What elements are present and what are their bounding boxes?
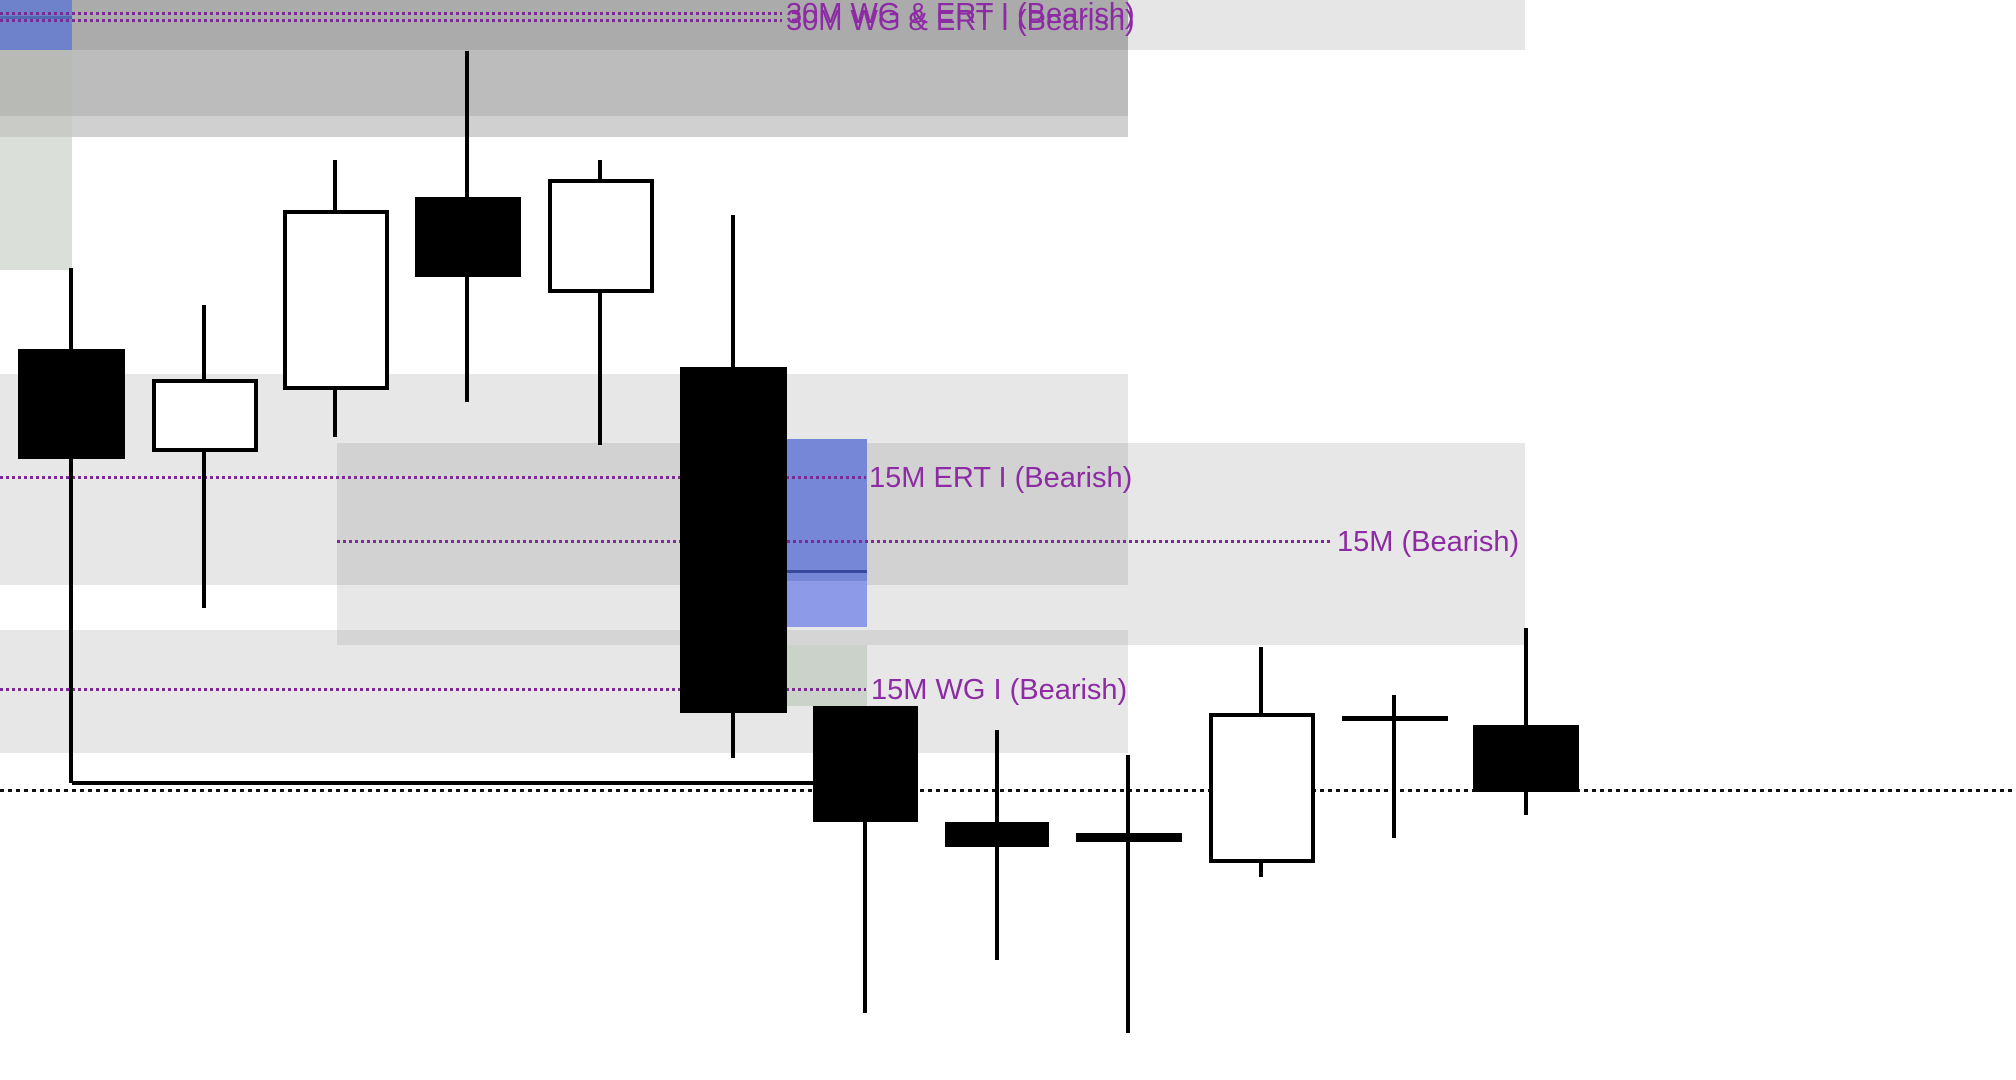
- candle-6-body-bearish: [680, 367, 787, 713]
- candle-1-wick: [69, 268, 73, 783]
- candle-1-body-bearish: [18, 349, 125, 459]
- candle-12-wick: [1524, 628, 1528, 815]
- level-label-30m-wg-ert-2[interactable]: 30M WG & ERT I (Bearish): [786, 5, 1135, 37]
- candle-4-body-bearish: [415, 197, 521, 277]
- level-line-30m-wg-ert-2[interactable]: [0, 19, 782, 22]
- zone-left-green-box: [0, 137, 72, 270]
- zone-top-band-strip: [0, 116, 1128, 137]
- candle-5-wick: [598, 160, 602, 445]
- candle-9-wick: [1126, 755, 1130, 1033]
- zone-band-c: [0, 630, 1128, 753]
- zone-left-col-green-a: [0, 50, 72, 116]
- level-label-15m-ert[interactable]: 15M ERT I (Bearish): [869, 462, 1133, 494]
- zone-topleft-blue-box: [0, 0, 72, 50]
- candle-5-body-bullish: [548, 179, 654, 293]
- candle-2-wick: [202, 305, 206, 608]
- candle-10-body-bullish: [1209, 713, 1315, 863]
- candle-3-body-bullish: [283, 210, 389, 390]
- zone-mid-blue-box-upper: [786, 439, 867, 581]
- zone-mid-blue-box-lower: [786, 581, 867, 627]
- level-line-topleft-box-mid[interactable]: [0, 16, 72, 19]
- candle-8-body-bearish: [945, 822, 1049, 847]
- zone-top-band-mid: [0, 50, 1128, 116]
- level-line-mid-box-mid[interactable]: [786, 570, 867, 573]
- candle-7-body-bearish: [813, 706, 918, 822]
- candle-11-body-bearish: [1342, 716, 1448, 721]
- level-line-swing-low[interactable]: [72, 781, 813, 785]
- candle-12-body-bearish: [1473, 725, 1579, 792]
- zone-top-band-dark: [0, 0, 1128, 50]
- level-label-15m-wg[interactable]: 15M WG I (Bearish): [871, 674, 1128, 706]
- level-label-30m-wg-ert-1[interactable]: 30M WG & ERT I (Bearish): [786, 0, 1135, 30]
- level-line-15m[interactable]: [337, 540, 1330, 543]
- candle-2-body-bullish: [152, 379, 258, 452]
- zone-mid-green-box: [786, 645, 867, 706]
- level-line-price-dotted[interactable]: [0, 789, 2016, 792]
- zone-left-col-green-b: [0, 116, 72, 137]
- zone-top-band-light-right: [1128, 0, 1525, 50]
- level-label-15m[interactable]: 15M (Bearish): [1337, 526, 1520, 558]
- candle-11-wick: [1392, 695, 1396, 838]
- level-line-30m-wg-ert-1[interactable]: [0, 12, 782, 15]
- candle-9-body-bearish: [1076, 833, 1182, 842]
- level-line-15m-ert[interactable]: [0, 476, 866, 479]
- candle-7-wick: [863, 822, 867, 1013]
- level-line-15m-wg[interactable]: [0, 688, 866, 691]
